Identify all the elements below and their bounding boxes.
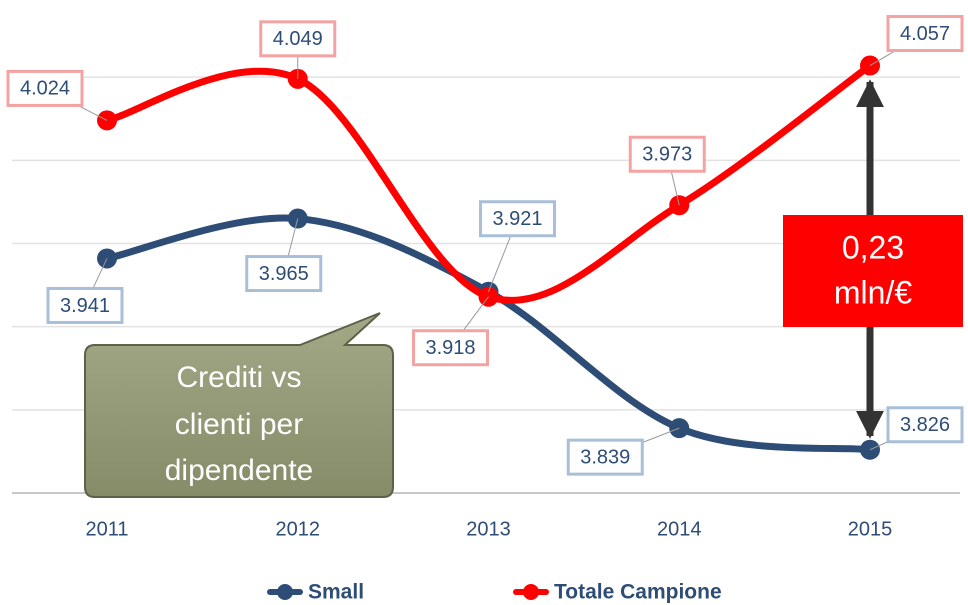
data-label: 4.024: [20, 78, 70, 100]
label-box: [6, 69, 84, 107]
data-label: 3.965: [259, 263, 309, 285]
grid: 2011 2012 2013 2014 2015: [12, 76, 960, 540]
x-tick-label: 2012: [276, 518, 321, 540]
series-line: [103, 62, 874, 304]
legend: Small Totale Campione: [267, 581, 722, 604]
data-label: 4.057: [900, 23, 950, 45]
x-tick-label: 2014: [657, 518, 702, 540]
x-tick-label: 2015: [848, 518, 893, 540]
label-box: [886, 406, 964, 444]
label-box: [886, 15, 964, 53]
callout-box: [84, 312, 394, 498]
x-tick-label: 2011: [85, 518, 128, 540]
label-box: [245, 255, 323, 293]
data-labels: 3.941 3.965 3.921 3.839 3.826 4.024 4.049 3.918…: [6, 15, 964, 476]
difference-annotation: 0,23 mln/€: [783, 79, 963, 439]
callout: Crediti vs clienti per dipendente: [84, 312, 394, 498]
data-label: 3.921: [492, 208, 542, 230]
data-label: 3.973: [642, 144, 692, 166]
legend-label: Totale Campione: [554, 581, 722, 604]
legend-swatch: [277, 584, 293, 600]
difference-box: [783, 215, 963, 327]
callout-text: clienti per: [175, 408, 303, 441]
label-box: [566, 438, 644, 476]
data-label: 4.049: [273, 28, 323, 50]
x-tick-label: 2013: [466, 518, 511, 540]
callout-text: Crediti vs: [176, 361, 301, 394]
data-label: 3.918: [425, 337, 475, 359]
legend-label: Small: [308, 581, 364, 604]
data-label: 3.941: [60, 295, 110, 317]
data-label: 3.839: [580, 446, 630, 468]
difference-text: mln/€: [834, 274, 912, 310]
callout-text: dipendente: [165, 454, 313, 487]
data-label: 3.826: [900, 414, 950, 436]
label-box: [259, 20, 337, 58]
label-box: [479, 200, 556, 238]
label-box: [46, 286, 124, 324]
legend-swatch: [523, 584, 539, 600]
label-box: [628, 135, 706, 173]
label-box: [412, 329, 489, 367]
difference-text: 0,23: [842, 229, 904, 265]
